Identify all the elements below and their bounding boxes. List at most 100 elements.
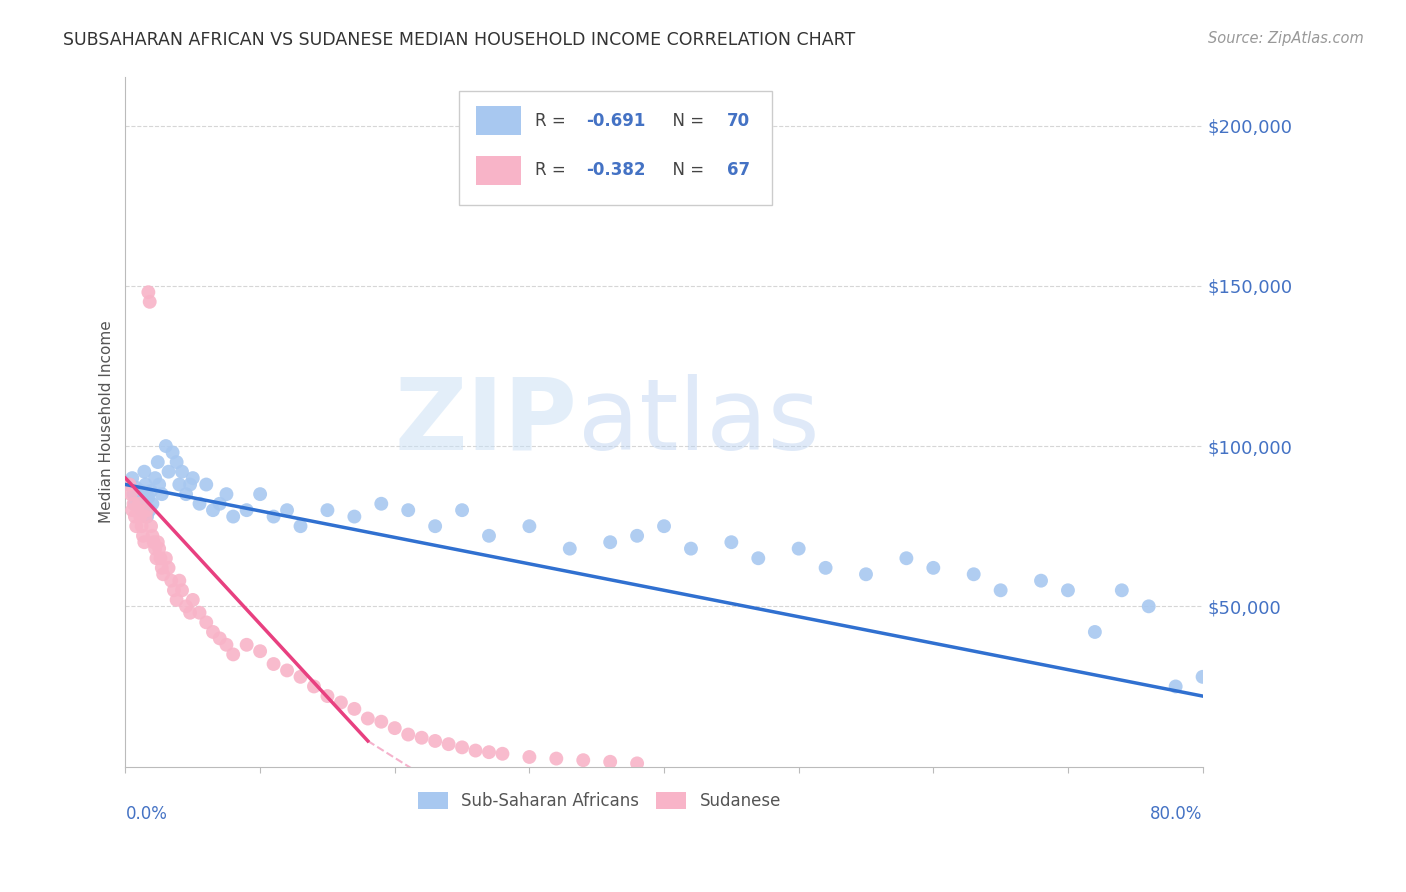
Point	[125, 481, 148, 495]
Point	[142, 535, 165, 549]
Point	[276, 664, 298, 678]
Point	[138, 285, 160, 300]
Text: R =: R =	[534, 161, 571, 179]
Y-axis label: Median Household Income: Median Household Income	[100, 320, 114, 524]
Point	[208, 497, 231, 511]
Point	[160, 574, 183, 588]
Point	[626, 529, 648, 543]
Point	[125, 519, 148, 533]
Point	[170, 465, 193, 479]
Point	[155, 551, 177, 566]
Text: 67: 67	[727, 161, 749, 179]
Point	[990, 583, 1012, 598]
Point	[599, 535, 621, 549]
Point	[478, 529, 501, 543]
Point	[263, 509, 285, 524]
Point	[134, 535, 156, 549]
Point	[148, 541, 170, 556]
Point	[150, 561, 173, 575]
Legend: Sub-Saharan Africans, Sudanese: Sub-Saharan Africans, Sudanese	[412, 785, 787, 817]
Point	[343, 509, 366, 524]
Point	[357, 712, 380, 726]
Point	[1137, 599, 1160, 614]
Text: -0.382: -0.382	[586, 161, 645, 179]
Point	[201, 503, 224, 517]
Point	[1164, 680, 1187, 694]
Point	[141, 497, 163, 511]
Point	[138, 294, 160, 309]
Text: R =: R =	[534, 112, 571, 130]
Point	[679, 541, 702, 556]
Point	[132, 487, 155, 501]
Point	[150, 487, 173, 501]
Point	[139, 483, 162, 498]
Point	[118, 477, 141, 491]
Point	[747, 551, 769, 566]
Point	[626, 756, 648, 771]
Point	[127, 491, 149, 505]
Point	[1191, 670, 1213, 684]
Point	[343, 702, 366, 716]
Point	[188, 606, 211, 620]
Point	[963, 567, 986, 582]
Point	[121, 471, 143, 485]
Point	[396, 503, 419, 517]
Point	[124, 497, 146, 511]
Point	[558, 541, 581, 556]
Point	[138, 491, 160, 505]
Point	[129, 483, 152, 498]
Point	[787, 541, 810, 556]
Point	[814, 561, 837, 575]
Point	[896, 551, 918, 566]
Point	[181, 471, 204, 485]
Text: N =: N =	[662, 161, 709, 179]
Point	[163, 583, 186, 598]
Point	[437, 737, 460, 751]
Text: Source: ZipAtlas.com: Source: ZipAtlas.com	[1208, 31, 1364, 46]
Point	[145, 551, 167, 566]
Point	[464, 743, 486, 757]
Point	[720, 535, 742, 549]
Point	[179, 477, 201, 491]
Text: 70: 70	[727, 112, 749, 130]
Point	[122, 497, 145, 511]
Point	[922, 561, 945, 575]
Point	[451, 740, 474, 755]
Point	[411, 731, 433, 745]
Point	[170, 583, 193, 598]
Point	[121, 503, 143, 517]
Text: 80.0%: 80.0%	[1150, 805, 1202, 823]
Point	[143, 471, 166, 485]
Point	[491, 747, 513, 761]
Point	[146, 455, 169, 469]
Point	[135, 509, 157, 524]
Point	[122, 487, 145, 501]
Point	[1111, 583, 1133, 598]
Point	[149, 551, 172, 566]
Point	[1029, 574, 1052, 588]
Point	[128, 497, 150, 511]
Point	[141, 529, 163, 543]
Text: N =: N =	[662, 112, 709, 130]
Point	[222, 648, 245, 662]
Point	[195, 615, 218, 630]
Point	[188, 497, 211, 511]
Point	[519, 519, 541, 533]
Point	[855, 567, 877, 582]
Point	[169, 477, 191, 491]
Point	[201, 624, 224, 639]
Point	[131, 503, 153, 517]
Text: atlas: atlas	[578, 374, 820, 470]
Point	[235, 638, 257, 652]
Point	[169, 574, 191, 588]
FancyBboxPatch shape	[475, 106, 520, 136]
Text: -0.691: -0.691	[586, 112, 645, 130]
Point	[302, 680, 325, 694]
Point	[136, 503, 159, 517]
Point	[290, 519, 312, 533]
Point	[423, 519, 446, 533]
Point	[215, 638, 238, 652]
Point	[478, 745, 501, 759]
Point	[128, 493, 150, 508]
Point	[166, 593, 188, 607]
